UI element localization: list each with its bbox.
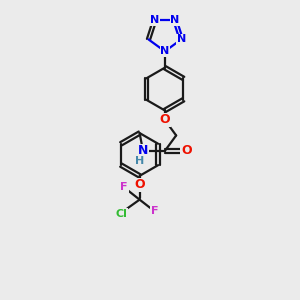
Text: O: O	[160, 113, 170, 127]
Text: F: F	[151, 206, 158, 216]
Text: O: O	[134, 178, 145, 191]
Text: N: N	[177, 34, 186, 44]
Text: N: N	[138, 144, 148, 158]
Text: F: F	[120, 182, 128, 192]
Text: N: N	[150, 15, 159, 25]
Text: N: N	[160, 46, 170, 56]
Text: H: H	[135, 156, 144, 166]
Text: O: O	[181, 144, 192, 158]
Text: N: N	[170, 15, 180, 25]
Text: Cl: Cl	[115, 209, 127, 219]
